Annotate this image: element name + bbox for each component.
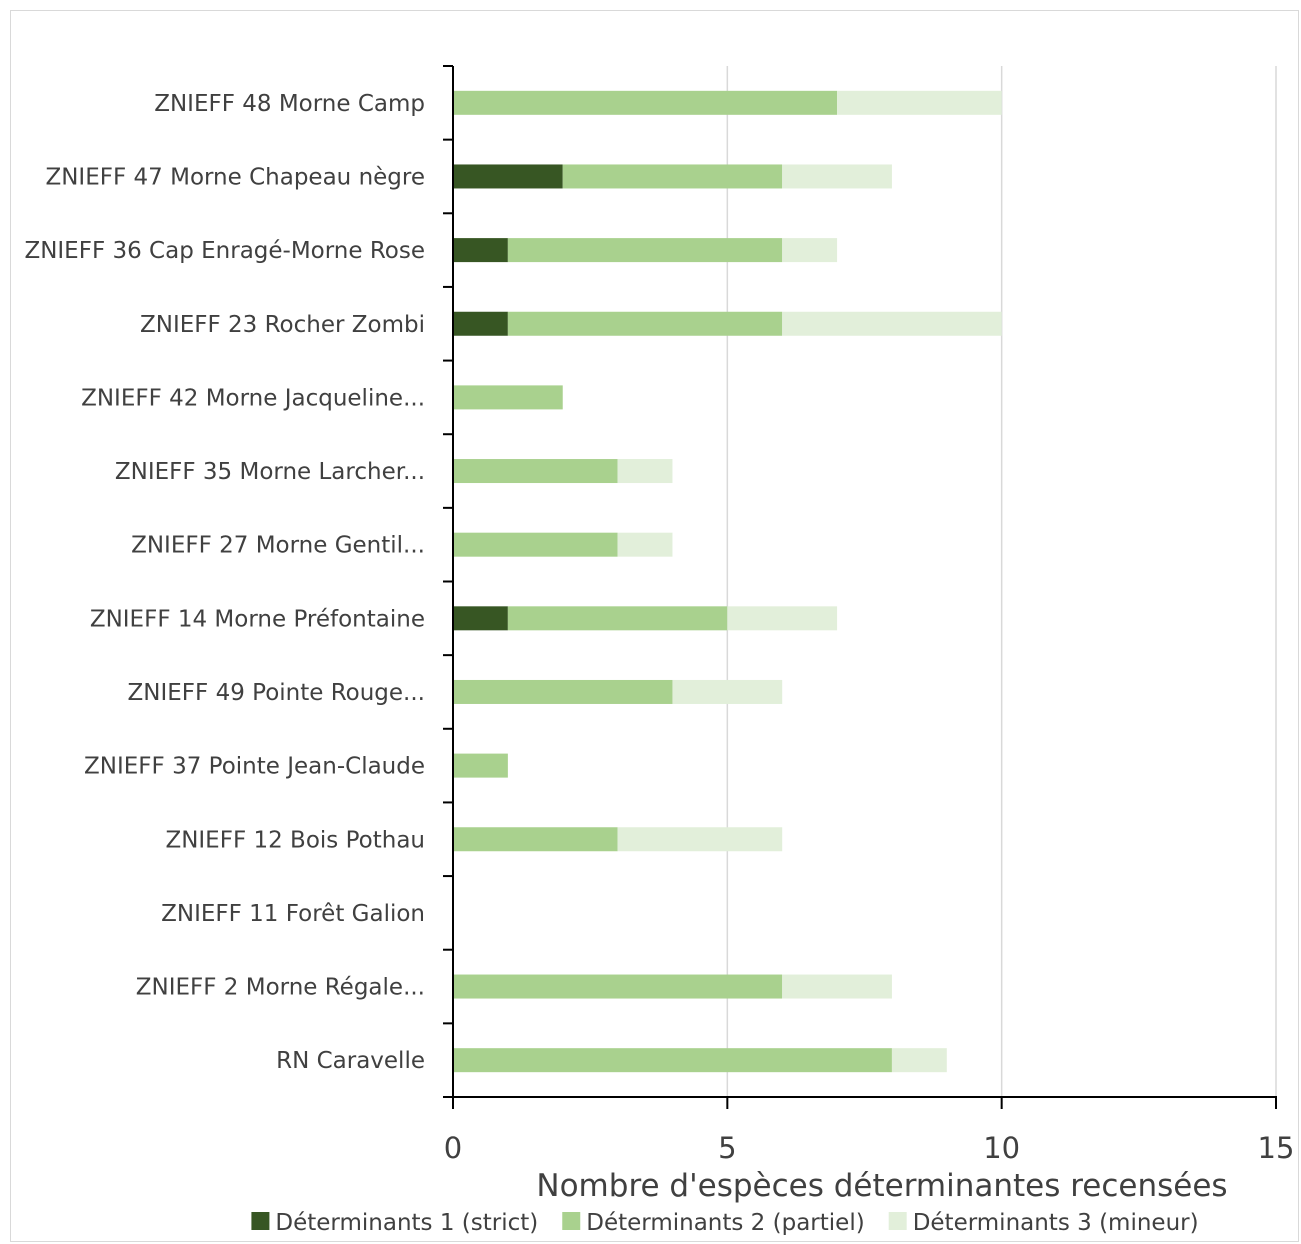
bar-segment-series-2 (507, 606, 728, 631)
category-label: ZNIEFF 35 Morne Larcher... (115, 459, 425, 485)
legend-item: Déterminants 2 (partiel) (562, 1210, 865, 1236)
bar-segment-series-1 (453, 238, 508, 263)
category-label: ZNIEFF 12 Bois Pothau (165, 827, 425, 853)
category-label: ZNIEFF 49 Pointe Rouge... (128, 680, 425, 706)
bar-segment-series-2 (507, 311, 783, 336)
bar-segment-series-3 (617, 532, 673, 557)
bar-segment-series-3 (617, 827, 783, 852)
bar-segment-series-2 (453, 974, 783, 999)
category-label: ZNIEFF 48 Morne Camp (154, 91, 425, 117)
legend-item: Déterminants 1 (strict) (251, 1210, 538, 1236)
category-label: ZNIEFF 11 Forêt Galion (161, 901, 425, 927)
gridlines (726, 66, 1277, 1097)
bar-segment-series-2 (453, 385, 563, 410)
bar-segment-series-2 (453, 827, 618, 852)
legend-swatch (562, 1212, 581, 1230)
legend-item: Déterminants 3 (mineur) (888, 1210, 1199, 1236)
category-label: ZNIEFF 42 Morne Jacqueline... (81, 385, 425, 411)
legend-swatch (888, 1212, 907, 1230)
category-label: ZNIEFF 36 Cap Enragé-Morne Rose (24, 238, 425, 264)
legend-label: Déterminants 1 (strict) (275, 1210, 538, 1236)
bar-segment-series-3 (891, 1048, 947, 1073)
bar-segment-series-2 (453, 532, 618, 557)
bar-segment-series-3 (837, 90, 1002, 115)
chart-frame (10, 10, 1299, 1242)
category-label: ZNIEFF 37 Pointe Jean-Claude (84, 754, 425, 780)
bar-segment-series-2 (562, 164, 783, 189)
category-labels: ZNIEFF 48 Morne Camp ZNIEFF 47 Morne Chap… (24, 91, 425, 1074)
bar-segment-series-2 (507, 238, 783, 263)
bars (453, 90, 1002, 1073)
x-tick-labels: 0 5 10 15 (444, 1131, 1295, 1165)
bar-segment-series-3 (782, 164, 892, 189)
legend: Déterminants 1 (strict) Déterminants 2 (p… (251, 1210, 1199, 1236)
bar-segment-series-3 (617, 459, 673, 484)
x-axis-title: Nombre d'espèces déterminantes recensées (536, 1168, 1227, 1204)
bar-segment-series-3 (782, 311, 1002, 336)
axes (443, 65, 1277, 1109)
bar-segment-series-1 (453, 606, 508, 631)
bar-segment-series-2 (453, 1048, 892, 1073)
x-tick-label: 15 (1258, 1131, 1295, 1165)
category-label: ZNIEFF 47 Morne Chapeau nègre (45, 164, 425, 190)
x-tick-label: 10 (983, 1131, 1020, 1165)
bar-segment-series-3 (727, 606, 838, 631)
category-label: ZNIEFF 27 Morne Gentil... (131, 533, 425, 559)
category-label: ZNIEFF 2 Morne Régale... (136, 975, 425, 1001)
bar-segment-series-2 (453, 459, 618, 484)
bar-segment-series-2 (453, 679, 673, 704)
x-tick-label: 0 (444, 1131, 462, 1165)
legend-label: Déterminants 3 (mineur) (913, 1210, 1199, 1236)
bar-segment-series-3 (782, 238, 838, 263)
category-label: ZNIEFF 23 Rocher Zombi (140, 312, 425, 338)
category-label: ZNIEFF 14 Morne Préfontaine (90, 606, 425, 632)
bar-segment-series-1 (453, 311, 508, 336)
category-label: RN Caravelle (276, 1048, 425, 1074)
bar-segment-series-1 (453, 164, 563, 189)
bar-segment-series-3 (672, 679, 783, 704)
legend-label: Déterminants 2 (partiel) (586, 1210, 864, 1236)
bar-segment-series-2 (453, 90, 838, 115)
legend-swatch (251, 1212, 270, 1230)
x-tick-label: 5 (718, 1131, 736, 1165)
bar-segment-series-3 (782, 974, 892, 999)
bar-segment-series-2 (453, 753, 508, 778)
